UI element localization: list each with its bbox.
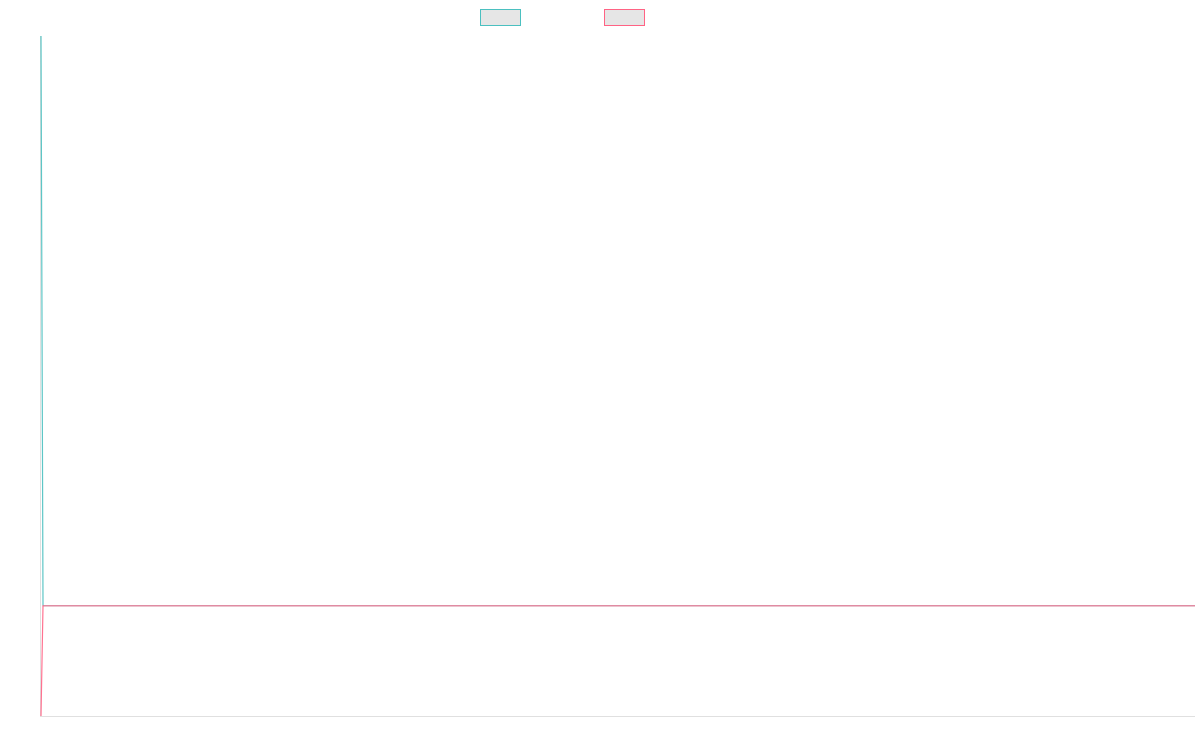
legend-swatch-1[interactable] [480, 9, 521, 26]
legend [480, 9, 645, 26]
legend-swatch-2[interactable] [604, 9, 645, 26]
series-line-1 [40, 35, 1195, 607]
series-line-2 [40, 605, 1195, 717]
series-layer [40, 35, 1195, 717]
